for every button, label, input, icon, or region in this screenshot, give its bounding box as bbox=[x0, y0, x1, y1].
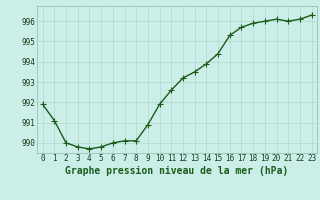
X-axis label: Graphe pression niveau de la mer (hPa): Graphe pression niveau de la mer (hPa) bbox=[66, 166, 289, 176]
